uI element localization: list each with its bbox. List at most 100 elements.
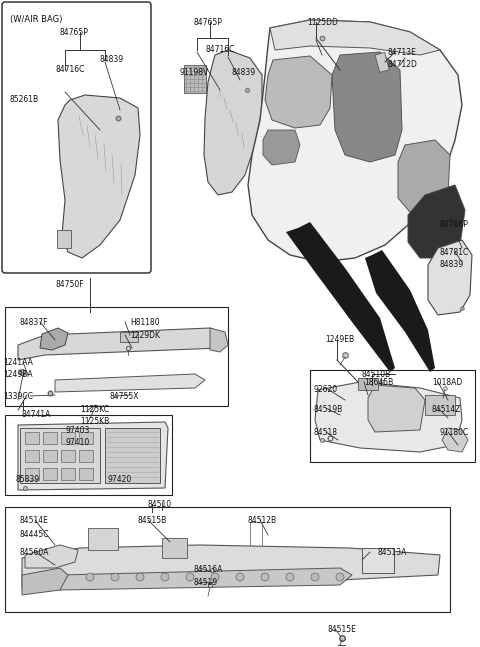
Text: 84839: 84839 <box>232 68 256 77</box>
Circle shape <box>186 573 194 581</box>
Text: 84514Z: 84514Z <box>432 405 461 414</box>
Circle shape <box>236 573 244 581</box>
Bar <box>43 468 57 480</box>
Polygon shape <box>315 382 462 452</box>
Text: 84512B: 84512B <box>248 516 277 525</box>
Text: 84515E: 84515E <box>328 625 357 634</box>
Bar <box>57 230 71 248</box>
Text: 84781C: 84781C <box>440 248 469 257</box>
Bar <box>425 395 455 415</box>
Circle shape <box>111 573 119 581</box>
Polygon shape <box>442 428 468 452</box>
Text: 84445C: 84445C <box>20 530 49 539</box>
Bar <box>25 450 39 462</box>
Circle shape <box>261 573 269 581</box>
Text: 84519B: 84519B <box>313 405 342 414</box>
Bar <box>25 468 39 480</box>
Text: 84716C: 84716C <box>205 45 234 54</box>
Polygon shape <box>248 20 462 262</box>
Text: 84515B: 84515B <box>138 516 167 525</box>
Circle shape <box>211 573 219 581</box>
Bar <box>120 332 138 342</box>
Polygon shape <box>58 95 140 258</box>
Bar <box>61 450 75 462</box>
Bar <box>5 507 450 612</box>
Polygon shape <box>265 56 332 128</box>
Polygon shape <box>55 374 205 392</box>
Bar <box>5 415 172 495</box>
Text: 84712D: 84712D <box>387 60 417 69</box>
Bar <box>61 432 75 444</box>
Bar <box>184 65 206 93</box>
Text: 84765P: 84765P <box>193 18 222 27</box>
Bar <box>79 450 93 462</box>
Text: 1241AA: 1241AA <box>3 358 33 367</box>
Text: 84516A: 84516A <box>193 565 222 574</box>
Text: 84518: 84518 <box>313 428 337 437</box>
Polygon shape <box>204 50 262 195</box>
Polygon shape <box>398 140 450 212</box>
Text: 84837F: 84837F <box>20 318 48 327</box>
Circle shape <box>286 573 294 581</box>
Text: 92620: 92620 <box>313 385 337 394</box>
Text: 1249BA: 1249BA <box>3 370 33 379</box>
Circle shape <box>336 573 344 581</box>
Text: 18645B: 18645B <box>364 378 393 387</box>
Text: 84716C: 84716C <box>55 65 84 74</box>
Bar <box>20 428 100 483</box>
Text: 91198V: 91198V <box>180 68 209 77</box>
Text: 84510: 84510 <box>148 500 172 509</box>
Text: 84713E: 84713E <box>387 48 416 57</box>
Text: 1339CC: 1339CC <box>3 392 33 401</box>
Polygon shape <box>365 250 435 372</box>
Text: 84766P: 84766P <box>440 220 469 229</box>
Circle shape <box>311 573 319 581</box>
Text: 1125DD: 1125DD <box>307 18 338 27</box>
Polygon shape <box>210 328 228 352</box>
Text: 1249EB: 1249EB <box>325 335 354 344</box>
Text: 85261B: 85261B <box>10 95 39 104</box>
Bar <box>79 468 93 480</box>
Bar <box>79 432 93 444</box>
Bar <box>358 378 378 390</box>
Bar <box>5 307 228 406</box>
Bar <box>375 52 389 72</box>
Bar <box>162 538 187 558</box>
Polygon shape <box>60 568 352 590</box>
Polygon shape <box>18 328 225 360</box>
Text: 1125KB: 1125KB <box>80 417 109 426</box>
Polygon shape <box>263 130 300 165</box>
Polygon shape <box>22 568 68 595</box>
Bar <box>25 432 39 444</box>
Text: 97410: 97410 <box>65 438 89 447</box>
Bar <box>310 370 475 462</box>
Text: H81180: H81180 <box>130 318 160 327</box>
Text: 84755X: 84755X <box>110 392 140 401</box>
Bar <box>88 528 118 550</box>
Text: 84514E: 84514E <box>20 516 49 525</box>
Bar <box>43 432 57 444</box>
Polygon shape <box>18 422 168 490</box>
Bar <box>43 450 57 462</box>
Text: 1018AD: 1018AD <box>432 378 462 387</box>
Circle shape <box>86 573 94 581</box>
Text: 97420: 97420 <box>108 475 132 484</box>
Circle shape <box>161 573 169 581</box>
Text: 84510B: 84510B <box>362 370 391 379</box>
Text: 84741A: 84741A <box>22 410 51 419</box>
Polygon shape <box>408 185 465 258</box>
Polygon shape <box>332 52 402 162</box>
Text: 85839: 85839 <box>15 475 39 484</box>
Text: 1229DK: 1229DK <box>130 331 160 340</box>
Bar <box>362 548 394 573</box>
Text: 84560A: 84560A <box>20 548 49 557</box>
Text: 1125KC: 1125KC <box>80 405 109 414</box>
Text: 84839: 84839 <box>440 260 464 269</box>
Polygon shape <box>270 20 440 55</box>
Polygon shape <box>428 240 472 315</box>
Circle shape <box>136 573 144 581</box>
Polygon shape <box>286 222 395 372</box>
Polygon shape <box>22 545 440 588</box>
Bar <box>105 428 160 483</box>
Text: 84750F: 84750F <box>55 280 84 289</box>
